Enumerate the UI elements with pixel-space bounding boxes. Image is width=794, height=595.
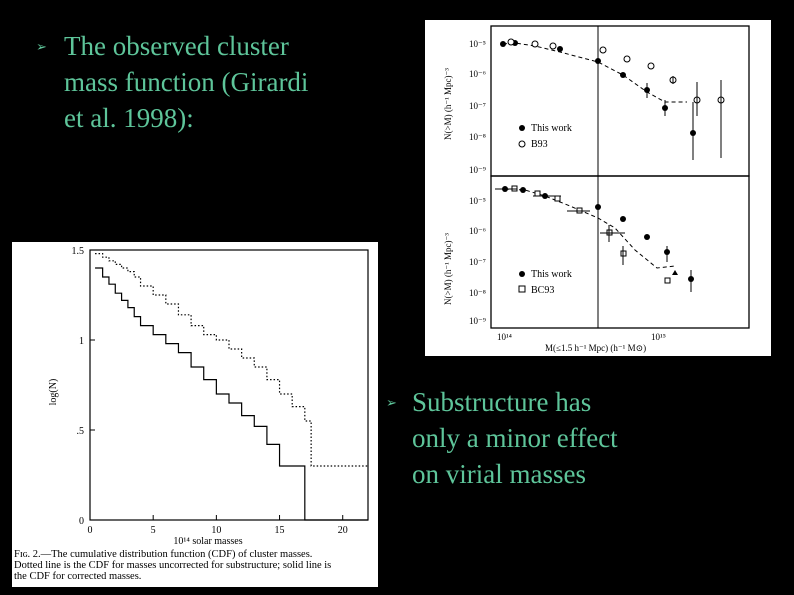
bullet-line: The observed cluster	[64, 31, 289, 61]
lower-yticks: 10⁻⁵ 10⁻⁶ 10⁻⁷ 10⁻⁸ 10⁻⁹	[469, 196, 486, 326]
cdf-ytick-label: 0	[79, 516, 84, 527]
lower-ytick: 10⁻⁹	[469, 316, 486, 326]
cdf-xtick-label: 5	[151, 525, 156, 536]
upper-data	[500, 38, 725, 160]
lower-ylabel: N(>M) (h⁻¹ Mpc)⁻³	[443, 233, 453, 305]
bullet-marker-1: ➢	[36, 40, 47, 55]
legend-marker	[519, 125, 525, 131]
upper-panel-frame	[490, 25, 750, 177]
xtick-1e15: 10¹⁵	[651, 332, 666, 342]
bullet-line: on virial masses	[412, 459, 586, 489]
lower-ytick: 10⁻⁸	[469, 288, 486, 298]
data-point	[595, 58, 601, 64]
legend-marker	[519, 271, 525, 277]
cdf-plot-frame	[89, 249, 369, 521]
cdf-caption: Fɪɢ. 2.—The cumulative distribution func…	[14, 549, 378, 582]
lower-legend-1: This work	[531, 269, 572, 280]
data-point	[620, 216, 626, 222]
data-point	[647, 62, 655, 70]
bullet-text-2: Substructure has only a minor effect on …	[412, 384, 618, 492]
bullet-line: only a minor effect	[412, 423, 618, 453]
lower-fit-curve	[504, 188, 676, 269]
bullet-line: mass function (Girardi	[64, 67, 309, 97]
legend-marker	[518, 140, 526, 148]
cdf-ylabel: log(N)	[48, 379, 59, 406]
mass-function-svg: 10⁻⁵ 10⁻⁶ 10⁻⁷ 10⁻⁸ 10⁻⁹ N(>M) (h⁻¹ Mpc)…	[443, 25, 750, 353]
data-point	[500, 41, 506, 47]
data-point	[672, 270, 678, 275]
cdf-series	[95, 253, 368, 521]
data-point	[599, 46, 607, 54]
data-point	[534, 190, 541, 197]
data-point	[644, 234, 650, 240]
cdf-xlabel: 10¹⁴ solar masses	[173, 536, 242, 547]
cdf-xtick-label: 0	[88, 525, 93, 536]
bullet-line: et al. 1998):	[64, 103, 194, 133]
cdf-xtick-label: 15	[275, 525, 285, 536]
data-point	[557, 46, 563, 52]
upper-legend-1: This work	[531, 123, 572, 134]
x-axis-label: M(≤1.5 h⁻¹ Mpc) (h⁻¹ M⊙)	[545, 343, 646, 353]
cdf-yticks: 0 .5 1 1.5	[72, 246, 95, 527]
lower-ytick: 10⁻⁶	[469, 226, 486, 236]
bullet-marker-2: ➢	[386, 396, 397, 411]
upper-ytick: 10⁻⁷	[469, 101, 486, 111]
data-point	[595, 204, 601, 210]
upper-ytick: 10⁻⁸	[469, 132, 486, 142]
data-point	[549, 42, 557, 50]
cdf-ytick-label: 1	[79, 336, 84, 347]
data-point	[507, 38, 515, 46]
lower-ytick: 10⁻⁷	[469, 257, 486, 267]
legend-marker	[518, 285, 526, 293]
upper-legend-2: B93	[531, 139, 548, 150]
caption-line: the CDF for corrected masses.	[14, 571, 142, 582]
data-point	[520, 187, 526, 193]
upper-yticks: 10⁻⁵ 10⁻⁶ 10⁻⁷ 10⁻⁸ 10⁻⁹	[469, 39, 486, 175]
cdf-ytick-label: 1.5	[72, 246, 85, 257]
xtick-1e14: 10¹⁴	[497, 332, 512, 342]
caption-line: Dotted line is the CDF for masses uncorr…	[14, 560, 332, 571]
cdf-xticks: 0 5 10 15 20	[88, 515, 348, 536]
cdf-chart: 0 5 10 15 20 0 .5 1 1.5 log(N) 10¹⁴ solar masse…	[48, 246, 369, 547]
caption-line: Fɪɢ. 2.—The cumulative distribution func…	[14, 549, 313, 560]
bullet-line: Substructure has	[412, 387, 592, 417]
cdf-xtick-label: 20	[338, 525, 348, 536]
mass-function-figure: 10⁻⁵ 10⁻⁶ 10⁻⁷ 10⁻⁸ 10⁻⁹ N(>M) (h⁻¹ Mpc)…	[425, 20, 771, 356]
data-point	[531, 40, 539, 48]
lower-ytick: 10⁻⁵	[469, 196, 486, 206]
data-point	[664, 277, 671, 284]
upper-ytick: 10⁻⁹	[469, 165, 486, 175]
bullet-text-1: The observed cluster mass function (Gira…	[64, 28, 308, 136]
lower-panel-frame	[490, 175, 750, 329]
data-point	[623, 55, 631, 63]
cdf-xtick-label: 10	[211, 525, 221, 536]
upper-ytick: 10⁻⁵	[469, 39, 486, 49]
lower-data	[495, 185, 694, 292]
cdf-figure: 0 5 10 15 20 0 .5 1 1.5 log(N) 10¹⁴ solar masse…	[12, 242, 378, 587]
lower-legend-2: BC93	[531, 285, 554, 296]
data-point	[620, 72, 626, 78]
cdf-dotted-line	[95, 253, 368, 467]
upper-fit-curve	[502, 42, 687, 103]
upper-ylabel: N(>M) (h⁻¹ Mpc)⁻³	[443, 68, 453, 140]
cdf-solid-line	[95, 267, 368, 521]
cdf-ytick-label: .5	[77, 426, 85, 437]
data-point	[554, 195, 561, 202]
upper-ytick: 10⁻⁶	[469, 69, 486, 79]
